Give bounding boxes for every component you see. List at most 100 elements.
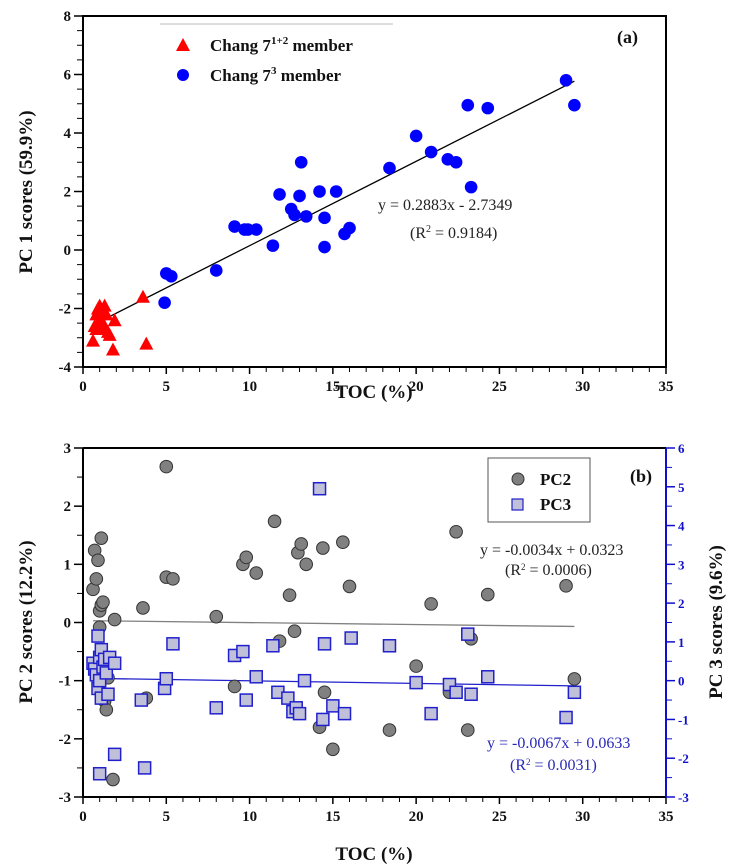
data-point-circle	[449, 155, 463, 169]
x-tick-label: 5	[163, 809, 171, 825]
panel-b-x-ticks: 0 5 10 15 20 25 30 35	[79, 797, 674, 825]
data-point-square	[326, 699, 340, 713]
data-point-circle	[342, 579, 357, 594]
data-point-circle	[209, 609, 224, 624]
x-tick-label: 30	[575, 379, 590, 395]
x-tick-label: 25	[492, 809, 507, 825]
data-point-square	[461, 627, 475, 641]
data-point-square	[134, 693, 149, 707]
right-y-tick-label: 0	[678, 674, 685, 689]
panel-a-label: (a)	[617, 27, 638, 48]
x-tick-label: 30	[575, 809, 590, 825]
x-tick-label: 35	[659, 809, 674, 825]
panel-a: 0 5 10 15 20 25 30 35 -4 -2 0 2 4 6 8 TOC (%) PC 1 sc…	[16, 9, 674, 403]
data-point-circle	[94, 531, 109, 545]
data-point-square	[239, 693, 253, 707]
data-point-circle	[409, 659, 423, 673]
panel-b-right-y-ticks: -3 -2 -1 0 1 2 3 4 5 6	[666, 441, 689, 805]
data-point-square	[236, 644, 250, 659]
panel-a-y-ticks: -4 -2 0 2 4 6 8	[59, 9, 83, 376]
right-y-tick-label: 3	[678, 557, 685, 572]
right-y-tick-label: -3	[678, 790, 689, 805]
data-point-circle	[299, 557, 314, 572]
data-point-circle	[343, 221, 356, 235]
data-point-square	[92, 766, 107, 781]
data-point-circle	[136, 601, 150, 615]
data-point-circle	[107, 612, 122, 627]
data-point-circle	[460, 723, 475, 737]
data-point-circle	[249, 566, 264, 580]
panel-a-r2: (R2 = 0.9184)	[410, 224, 497, 242]
data-point-circle	[481, 101, 495, 115]
data-point-square	[297, 673, 312, 688]
trendline-right	[92, 677, 575, 687]
x-tick-label: 0	[79, 379, 87, 395]
data-point-square	[91, 629, 105, 643]
y-tick-label: 1	[64, 557, 72, 573]
data-point-square	[567, 685, 582, 700]
panel-a-x-axis-title: TOC (%)	[335, 382, 412, 403]
panel-b-x-axis-title: TOC (%)	[335, 844, 412, 865]
data-point-square	[107, 656, 122, 670]
data-point-circle	[336, 535, 350, 550]
legend-circle-icon	[511, 472, 525, 486]
data-point-circle	[461, 98, 475, 112]
x-tick-label: 15	[325, 379, 340, 395]
data-point-circle	[158, 296, 171, 309]
legend-square-icon	[511, 498, 524, 511]
panel-b-label: (b)	[630, 466, 652, 487]
data-point-square	[409, 675, 423, 690]
data-point-circle	[209, 264, 223, 277]
data-point-triangle	[97, 298, 112, 312]
right-y-tick-label: 1	[678, 635, 685, 650]
data-point-square	[107, 747, 122, 762]
data-point-circle	[159, 459, 174, 474]
right-y-tick-label: 2	[678, 596, 685, 611]
data-point-circle	[287, 624, 302, 639]
data-point-circle	[424, 145, 438, 159]
right-y-tick-label: -2	[678, 751, 689, 766]
data-point-circle	[99, 702, 114, 717]
data-point-circle	[288, 208, 301, 222]
data-point-circle	[294, 155, 308, 169]
data-point-circle	[106, 772, 120, 787]
data-point-circle	[464, 180, 478, 194]
data-point-circle	[559, 74, 573, 87]
data-point-square	[464, 687, 478, 701]
panel-b-right-y-axis-title: PC 3 scores (9.6%)	[706, 545, 727, 699]
pc2-r2: (R2 = 0.0006)	[505, 562, 592, 579]
data-point-square	[312, 481, 327, 496]
data-point-circle	[239, 550, 254, 565]
data-point-triangle	[99, 307, 114, 321]
data-point-circle	[282, 588, 297, 602]
data-point-triangle	[105, 342, 120, 356]
data-point-square	[337, 706, 352, 721]
data-point-square	[316, 712, 330, 727]
data-point-circle	[409, 129, 423, 143]
data-point-circle	[227, 679, 242, 694]
trendline-left	[92, 620, 575, 628]
x-tick-label: 10	[242, 379, 257, 395]
data-point-circle	[293, 189, 306, 203]
legend-triangle-icon	[176, 38, 190, 51]
data-point-circle	[318, 240, 331, 254]
x-tick-label: 0	[79, 809, 87, 825]
y-tick-label: 0	[64, 616, 72, 632]
data-point-triangle	[135, 289, 150, 303]
legend-label-chang-7-1-2: Chang 71+2 member	[210, 35, 353, 55]
legend-label-pc2: PC2	[540, 470, 571, 489]
data-point-circle	[326, 742, 340, 757]
panel-b-y-axis-title: PC 2 scores (12.2%)	[16, 540, 37, 703]
data-point-triangle	[85, 333, 100, 347]
data-point-square	[449, 685, 463, 700]
right-y-tick-label: -1	[678, 712, 689, 727]
data-point-square	[166, 637, 180, 651]
data-point-circle	[449, 524, 463, 539]
data-point-circle	[424, 597, 438, 611]
panel-a-y-axis-title: PC 1 scores (59.9%)	[16, 110, 37, 273]
right-y-tick-label: 5	[678, 480, 685, 495]
data-point-square	[344, 631, 358, 645]
data-point-circle	[249, 223, 263, 236]
data-point-triangle	[95, 321, 110, 335]
